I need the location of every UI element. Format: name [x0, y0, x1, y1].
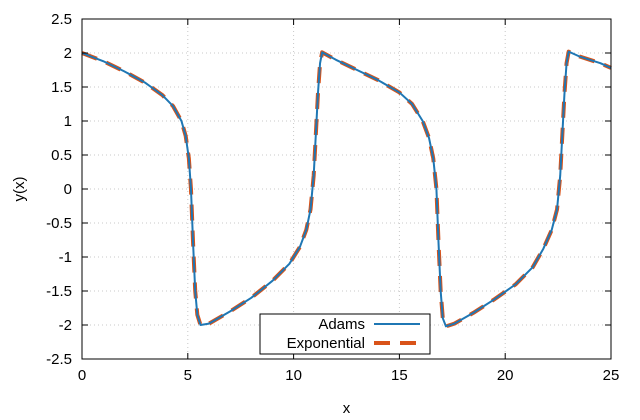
x-tick-label: 5 — [184, 367, 192, 384]
y-tick-label: 0.5 — [51, 147, 72, 164]
y-tick-label: -1.5 — [46, 283, 72, 300]
y-tick-label: 1 — [64, 113, 72, 130]
legend: Adams Exponential — [259, 313, 431, 355]
x-tick-labels: 0 5 10 15 20 25 — [78, 367, 620, 384]
y-tick-label: 1.5 — [51, 79, 72, 96]
legend-label-exponential: Exponential — [287, 335, 365, 352]
x-tick-label: 20 — [497, 367, 514, 384]
y-tick-label: -2.5 — [46, 351, 72, 368]
legend-label-adams: Adams — [318, 316, 365, 333]
x-tick-label: 0 — [78, 367, 86, 384]
y-tick-label: -0.5 — [46, 215, 72, 232]
y-tick-label: -2 — [59, 317, 72, 334]
y-tick-labels: -2.5 -2 -1.5 -1 -0.5 0 0.5 1 1.5 2 2.5 — [46, 11, 72, 368]
y-axis-label: y(x) — [11, 177, 28, 202]
x-tick-label: 15 — [391, 367, 408, 384]
x-axis-label: x — [343, 400, 351, 417]
tick-marks — [81, 18, 612, 360]
y-tick-label: 0 — [64, 181, 72, 198]
grid — [82, 19, 611, 359]
legend-box — [259, 313, 431, 355]
y-tick-label: 2 — [64, 45, 72, 62]
y-tick-label: -1 — [59, 249, 72, 266]
series-layer — [81, 49, 612, 329]
series-line-adams — [81, 50, 612, 328]
x-tick-label: 10 — [285, 367, 302, 384]
y-tick-label: 2.5 — [51, 11, 72, 28]
x-tick-label: 25 — [603, 367, 620, 384]
